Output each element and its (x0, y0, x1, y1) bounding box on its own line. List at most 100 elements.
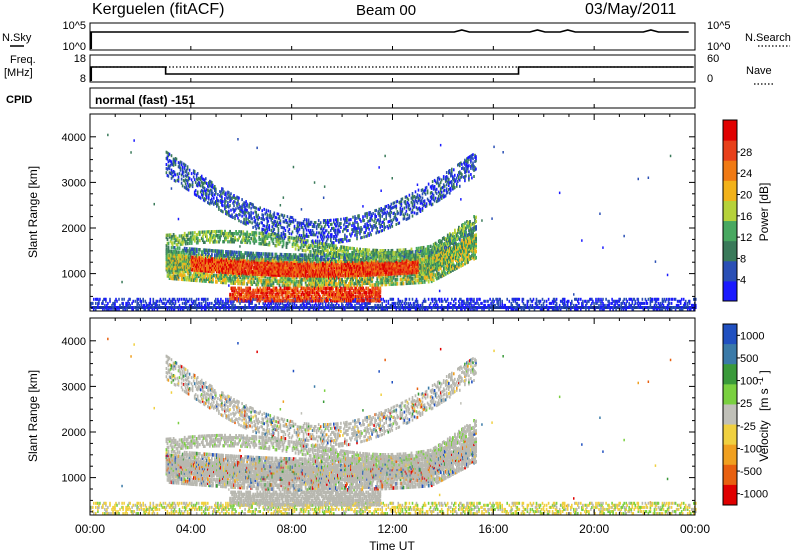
power-echo-pixel (161, 301, 164, 305)
power-echo-pixel (322, 308, 325, 311)
power-echo-pixel (319, 276, 322, 280)
power-echo-pixel (231, 266, 233, 271)
power-echo-pixel (153, 301, 156, 305)
power-echo-pixel (222, 266, 224, 270)
power-echo-pixel (228, 231, 230, 236)
power-echo-pixel (303, 257, 306, 262)
power-echo-pixel (223, 258, 225, 262)
power-echo-pixel (215, 263, 217, 268)
power-echo-pixel (321, 298, 324, 303)
power-echo-pixel (232, 273, 234, 277)
power-echo-pixel (237, 281, 239, 286)
power-echo-pixel (132, 308, 134, 311)
power-echo-pixel (291, 255, 294, 259)
power-echo-pixel (268, 268, 271, 273)
power-echo-pixel (292, 257, 295, 261)
power-echo-pixel (314, 255, 317, 260)
power-echo-pixel (233, 204, 235, 208)
power-echo-pixel (182, 248, 185, 253)
power-echo-pixel (277, 279, 280, 283)
power-echo-pixel (169, 264, 172, 268)
power-echo-pixel (267, 283, 270, 287)
power-echo-pixel (288, 308, 291, 311)
power-echo-pixel (215, 191, 217, 195)
power-echo-pixel (265, 303, 268, 307)
power-echo-pixel (307, 274, 310, 278)
power-echo-pixel (283, 255, 286, 259)
power-echo-pixel (186, 308, 189, 311)
power-echo-pixel (215, 299, 217, 303)
power-echo-pixel (230, 250, 232, 254)
power-echo-pixel (208, 308, 210, 311)
power-echo-pixel (209, 181, 211, 185)
power-echo-pixel (291, 279, 294, 284)
power-echo-pixel (234, 196, 236, 200)
power-echo-pixel (267, 243, 270, 247)
power-echo-pixel (303, 271, 306, 276)
power-echo-pixel (211, 193, 213, 197)
power-echo-pixel (173, 297, 176, 301)
power-echo-pixel (310, 282, 313, 286)
power-echo-pixel (296, 261, 299, 266)
power-echo-pixel (188, 176, 191, 180)
power-echo-pixel (266, 270, 269, 275)
power-echo-pixel (285, 286, 288, 291)
power-echo-pixel (292, 292, 295, 297)
power-echo-pixel (237, 277, 239, 282)
power-echo-pixel (267, 234, 270, 239)
power-echo-pixel (262, 290, 265, 295)
power-echo-pixel (306, 296, 309, 301)
power-echo-pixel (251, 261, 254, 266)
power-echo-pixel (264, 262, 267, 267)
power-echo-pixel (200, 276, 203, 281)
power-echo-pixel (319, 298, 322, 303)
power-echo-pixel (284, 271, 287, 276)
power-echo-pixel (313, 233, 316, 237)
power-echo-pixel (171, 264, 174, 268)
power-echo-pixel (258, 266, 261, 270)
power-echo-pixel (319, 272, 322, 276)
power-echo-pixel (322, 274, 325, 278)
power-echo-pixel (242, 288, 245, 293)
power-echo-pixel (178, 161, 181, 165)
power-echo-pixel (252, 297, 254, 301)
power-echo-pixel (181, 254, 184, 259)
power-echo-pixel (281, 261, 284, 265)
power-echo-pixel (286, 221, 289, 225)
power-echo-pixel (196, 270, 199, 275)
power-echo-pixel (185, 265, 188, 270)
power-echo-pixel (203, 240, 206, 244)
power-echo-pixel (295, 261, 298, 266)
power-echo-pixel (226, 264, 228, 268)
power-echo-pixel (215, 265, 217, 270)
power-echo-pixel (195, 173, 198, 177)
power-echo-pixel (243, 211, 245, 215)
power-echo-pixel (266, 236, 269, 240)
power-echo-pixel (183, 253, 186, 257)
power-echo-pixel (195, 266, 198, 270)
power-echo-pixel (216, 234, 218, 238)
power-echo-pixel (211, 275, 213, 280)
power-echo-pixel (282, 239, 285, 243)
power-echo-pixel (292, 281, 295, 286)
power-echo-pixel (183, 248, 186, 253)
power-echo-pixel (313, 290, 316, 295)
power-echo-pixel (192, 257, 195, 262)
power-echo-pixel (198, 256, 201, 260)
power-echo-pixel (270, 228, 273, 232)
power-echo-pixel (129, 297, 131, 301)
power-echo-pixel (195, 183, 198, 187)
power-echo-pixel (276, 256, 279, 261)
power-echo-pixel (202, 306, 205, 309)
power-echo-pixel (258, 216, 260, 220)
power-echo-pixel (261, 296, 264, 301)
power-echo-pixel (309, 259, 312, 264)
power-echo-pixel (181, 259, 184, 263)
power-echo-pixel (252, 239, 255, 243)
power-echo-pixel (271, 279, 274, 283)
power-echo-pixel (153, 202, 155, 206)
power-echo-pixel (187, 265, 190, 270)
power-echo-pixel (224, 229, 226, 234)
power-echo-pixel (275, 273, 278, 277)
power-echo-pixel (199, 262, 202, 267)
